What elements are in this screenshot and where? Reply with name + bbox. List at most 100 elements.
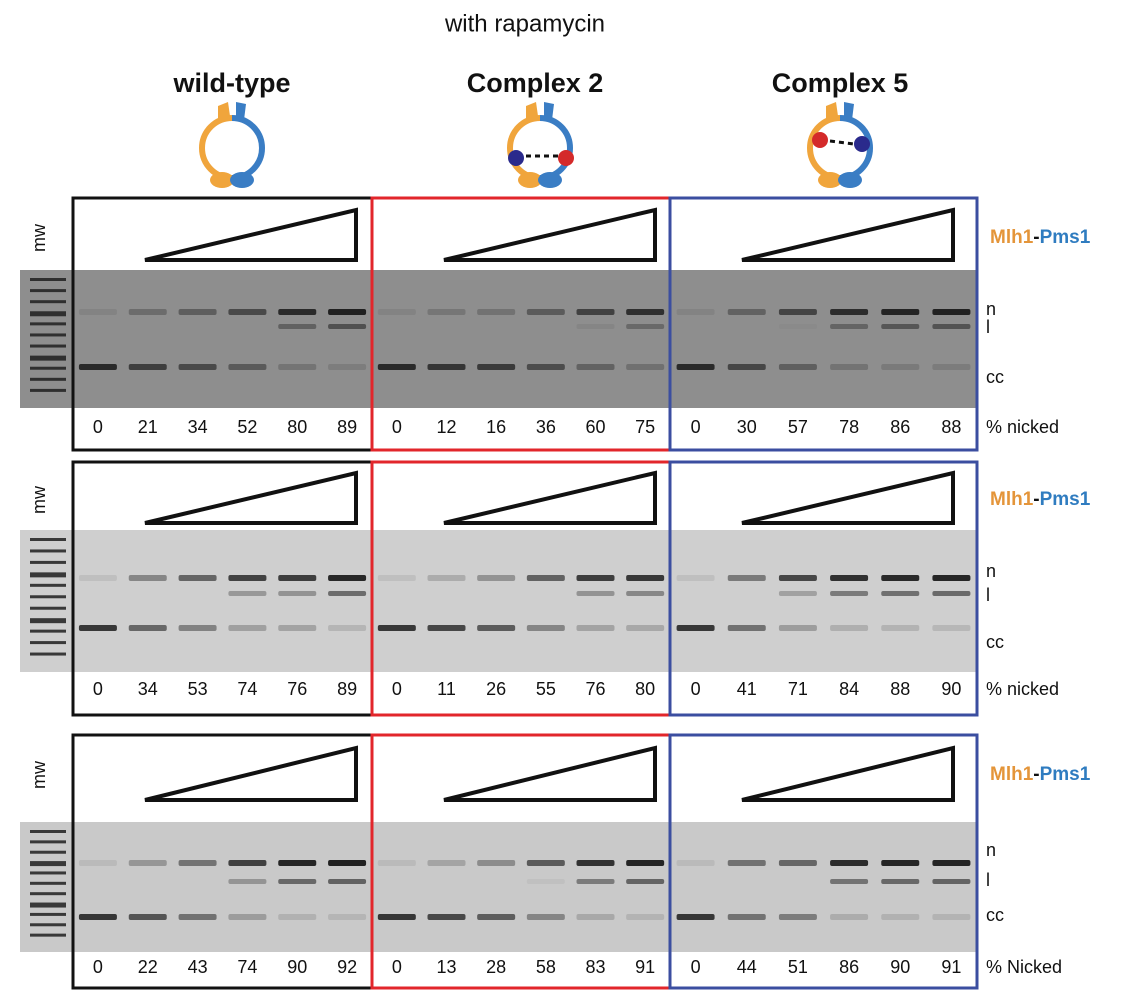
supercoiled-band xyxy=(830,914,868,920)
linear-band xyxy=(626,879,664,884)
nicked-band xyxy=(328,575,366,581)
supercoiled-band xyxy=(527,364,565,370)
nicked-band xyxy=(779,309,817,315)
nicked-band xyxy=(626,575,664,581)
nicked-band xyxy=(79,309,117,315)
percent-nicked: 12 xyxy=(436,417,456,437)
linear-band xyxy=(626,324,664,329)
percent-nicked: 0 xyxy=(392,679,402,699)
supercoiled-band xyxy=(577,364,615,370)
percent-nicked: 0 xyxy=(93,417,103,437)
band-label: cc xyxy=(986,367,1004,387)
linear-band xyxy=(278,879,316,884)
nicked-band xyxy=(881,575,919,581)
percent-nicked: 34 xyxy=(138,679,158,699)
linear-band xyxy=(278,591,316,596)
nicked-band xyxy=(677,860,715,866)
supercoiled-band xyxy=(527,625,565,631)
ladder-band xyxy=(30,840,66,843)
supercoiled-band xyxy=(378,364,416,370)
percent-nicked: 52 xyxy=(237,417,257,437)
nicked-band xyxy=(428,575,466,581)
nicked-band xyxy=(477,860,515,866)
protein-mlh1: Mlh1 xyxy=(990,489,1034,510)
supercoiled-band xyxy=(129,914,167,920)
supercoiled-band xyxy=(677,914,715,920)
gel xyxy=(20,530,977,672)
supercoiled-band xyxy=(477,625,515,631)
linear-band xyxy=(577,591,615,596)
nicked-band xyxy=(577,309,615,315)
percent-nicked: 91 xyxy=(941,957,961,977)
nicked-band xyxy=(328,309,366,315)
ladder-band xyxy=(30,861,66,866)
supercoiled-band xyxy=(179,914,217,920)
supercoiled-band xyxy=(428,914,466,920)
protein-mlh1: Mlh1 xyxy=(990,764,1034,785)
ladder-band xyxy=(30,367,66,370)
percent-nicked: 0 xyxy=(691,957,701,977)
band-label: l xyxy=(986,870,990,890)
supercoiled-band xyxy=(728,364,766,370)
supercoiled-band xyxy=(328,914,366,920)
ladder-band xyxy=(30,278,66,281)
band-label: n xyxy=(986,840,996,860)
linear-band xyxy=(626,591,664,596)
percent-nicked: 90 xyxy=(941,679,961,699)
mw-label: mw xyxy=(29,485,49,514)
linear-band xyxy=(779,591,817,596)
supercoiled-band xyxy=(932,364,970,370)
band-label: n xyxy=(986,299,996,319)
linear-band xyxy=(328,591,366,596)
supercoiled-band xyxy=(779,914,817,920)
percent-nicked: 86 xyxy=(839,957,859,977)
supercoiled-band xyxy=(79,625,117,631)
nicked-band xyxy=(79,575,117,581)
percent-nicked: 0 xyxy=(392,417,402,437)
supercoiled-band xyxy=(378,914,416,920)
percent-nicked: 57 xyxy=(788,417,808,437)
supercoiled-band xyxy=(728,625,766,631)
percent-nicked: 34 xyxy=(188,417,208,437)
nicked-band xyxy=(278,309,316,315)
ladder-band xyxy=(30,356,66,361)
ladder-band xyxy=(30,618,66,623)
mw-label: mw xyxy=(29,223,49,252)
nicked-band xyxy=(728,309,766,315)
band-label: l xyxy=(986,317,990,337)
nicked-band xyxy=(278,575,316,581)
protein-mlh1: Mlh1 xyxy=(990,227,1034,248)
nicked-band xyxy=(129,575,167,581)
nicked-band xyxy=(527,575,565,581)
linear-band xyxy=(328,879,366,884)
nicked-band xyxy=(527,309,565,315)
percent-nicked: 89 xyxy=(337,417,357,437)
percent-nicked: 84 xyxy=(839,679,859,699)
supercoiled-band xyxy=(278,364,316,370)
nicked-band xyxy=(179,860,217,866)
supercoiled-band xyxy=(477,364,515,370)
supercoiled-band xyxy=(179,625,217,631)
protein-label: Mlh1-Pms1 xyxy=(990,764,1091,785)
supercoiled-band xyxy=(577,914,615,920)
supercoiled-band xyxy=(626,364,664,370)
supercoiled-band xyxy=(677,625,715,631)
nicked-band xyxy=(228,575,266,581)
percent-nicked: 80 xyxy=(635,679,655,699)
ladder-band xyxy=(30,851,66,854)
supercoiled-band xyxy=(179,364,217,370)
ladder-band xyxy=(30,934,66,937)
percent-nicked: 88 xyxy=(941,417,961,437)
percent-nicked: 36 xyxy=(536,417,556,437)
protein-label: Mlh1-Pms1 xyxy=(990,227,1091,248)
percent-nicked: 11 xyxy=(437,679,456,699)
nicked-band xyxy=(779,860,817,866)
percent-nicked: 0 xyxy=(93,957,103,977)
percent-nicked: 86 xyxy=(890,417,910,437)
ladder-band xyxy=(30,389,66,392)
ladder-band xyxy=(30,595,66,598)
nicked-band xyxy=(228,309,266,315)
group-label: Complex 5 xyxy=(772,68,909,98)
linear-band xyxy=(328,324,366,329)
nicked-band xyxy=(830,860,868,866)
